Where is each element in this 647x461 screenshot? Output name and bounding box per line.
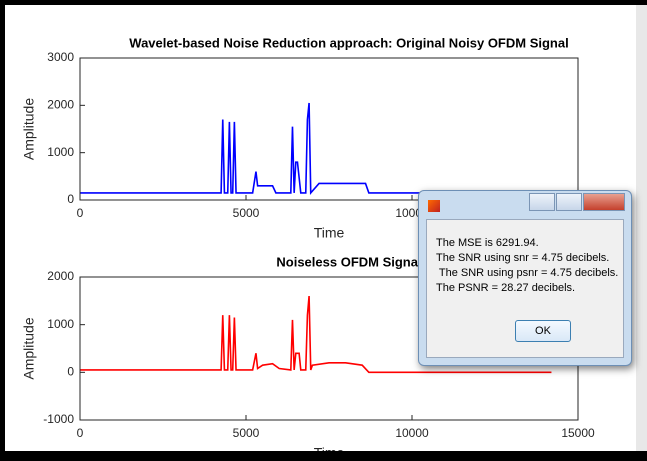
y-tick-label: 3000: [47, 50, 74, 64]
y-tick-label: 2000: [47, 98, 74, 112]
axes-box: [79, 57, 579, 201]
x-tick-label: 5000: [233, 426, 260, 440]
x-axis-label: Time: [314, 225, 345, 241]
side-panel: [636, 5, 647, 451]
minimize-button[interactable]: [529, 193, 555, 211]
message-line: The SNR using psnr = 4.75 decibels.: [436, 267, 619, 279]
chart-title: Noiseless OFDM Signal: [276, 254, 421, 269]
chart-title: Wavelet-based Noise Reduction approach: …: [129, 35, 568, 50]
axes-background: [80, 58, 578, 200]
message-dialog: The MSE is 6291.94. The SNR using snr = …: [418, 190, 632, 366]
y-tick-label: 0: [67, 365, 74, 379]
y-axis-label: Amplitude: [21, 317, 37, 379]
message-line: The MSE is 6291.94.: [436, 237, 539, 249]
message-line: The SNR using snr = 4.75 decibels.: [436, 252, 610, 264]
maximize-button[interactable]: [556, 193, 582, 211]
message: The MSE is 6291.94. The SNR using snr = …: [436, 236, 618, 296]
message-line: The PSNR = 28.27 decibels.: [436, 282, 576, 294]
ok-button[interactable]: OK: [515, 320, 571, 342]
dialog-body: The MSE is 6291.94. The SNR using snr = …: [426, 219, 624, 358]
x-tick-label: 0: [77, 426, 84, 440]
y-tick-label: 1000: [47, 145, 74, 159]
x-tick-label: 15000: [561, 426, 595, 440]
signal-line: [80, 295, 552, 374]
y-axis-label: Amplitude: [21, 98, 37, 160]
x-tick-label: 5000: [233, 206, 260, 220]
window-buttons: [528, 193, 625, 211]
title-bar: [419, 191, 631, 219]
close-button[interactable]: [583, 193, 625, 211]
app-icon: [428, 200, 440, 212]
y-tick-label: 1000: [47, 317, 74, 331]
x-tick-label: 0: [77, 206, 84, 220]
y-tick-label: 2000: [47, 269, 74, 283]
signal-line: [80, 102, 552, 195]
x-tick-label: 10000: [395, 426, 429, 440]
bottom-frame: [0, 451, 647, 461]
y-tick-label: 0: [67, 192, 74, 206]
y-tick-label: -1000: [43, 412, 74, 426]
